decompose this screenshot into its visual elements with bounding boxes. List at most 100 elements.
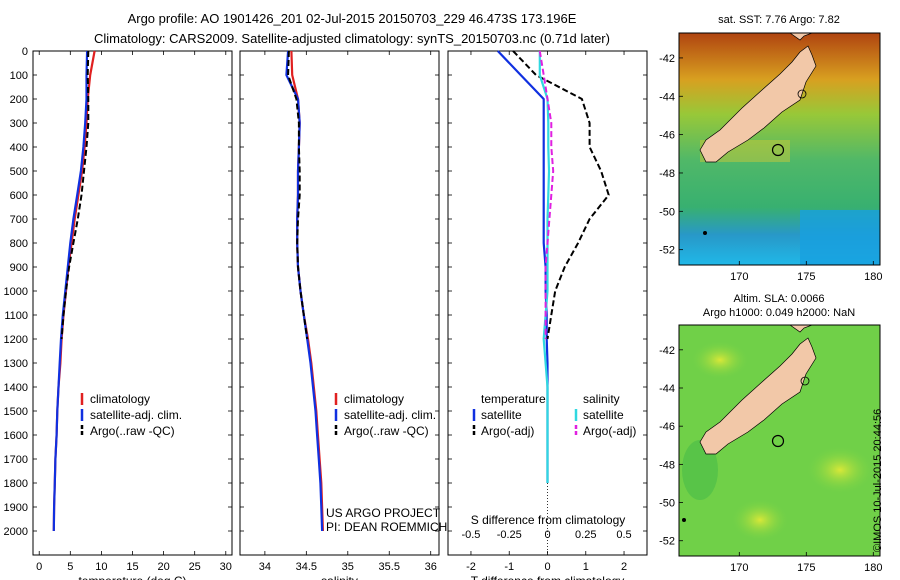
y-tick-label: 1100 [4, 310, 28, 322]
y-tick-label: 300 [10, 118, 28, 130]
y-tick-label: 1200 [4, 334, 28, 346]
map-lat-label: -48 [659, 168, 675, 180]
series-satellite-adj-clim [285, 50, 324, 532]
map-lat-label: -50 [659, 498, 675, 510]
y-tick-label: 1700 [4, 454, 28, 466]
x-tick-label: -2 [466, 561, 476, 573]
sst-cold-patch [800, 210, 880, 265]
y-tick-label: 1500 [4, 406, 28, 418]
legend-climatology-label: climatology [344, 392, 404, 406]
y-tick-label: 1000 [4, 286, 28, 298]
y-tick-label: 100 [10, 70, 28, 82]
sla-map-frame [678, 324, 881, 557]
map-lat-label: -42 [659, 345, 675, 357]
sla-high-anomaly [730, 498, 790, 542]
stewart-island-dot [703, 231, 707, 235]
map-lat-label: -46 [659, 421, 675, 433]
x-tick-label: 2 [621, 561, 627, 573]
x-tick-label: 36 [425, 561, 437, 573]
map-lon-label: 170 [730, 562, 748, 574]
argo-position-marker [771, 434, 785, 448]
series-argo-raw-qc [60, 50, 90, 340]
sst-map-axes: 170 175 180 -42 -44 -46 -48 -50 -52 [659, 53, 882, 283]
sst-map-title: sat. SST: 7.76 Argo: 7.82 [718, 14, 840, 26]
legend-sal-argo-label: Argo(-adj) [583, 424, 636, 438]
y-tick-label: 600 [10, 190, 28, 202]
sla-high-anomaly [805, 445, 875, 495]
series-temperature-argo-adj [512, 50, 610, 340]
difference-legend: temperature salinity satellite Argo(-adj… [471, 392, 637, 527]
series-satellite-adj-clim [52, 50, 89, 532]
argo-position-marker [771, 143, 785, 157]
y-tick-label: 900 [10, 262, 28, 274]
s-diff-tick-label: 0.5 [616, 529, 631, 541]
x-tick-label: 15 [126, 561, 138, 573]
chatham-contour [797, 89, 807, 99]
y-tick-label: 1400 [4, 382, 28, 394]
y-tick-label: 1800 [4, 478, 28, 490]
legend-salinity-title: salinity [583, 392, 620, 406]
legend-argo-label: Argo(..raw -QC) [344, 424, 429, 438]
sla-low-anomaly [682, 440, 718, 500]
map-lon-label: 175 [797, 271, 815, 283]
sal-x-axis-label: salinity [321, 574, 358, 580]
legend-argo-label: Argo(..raw -QC) [90, 424, 175, 438]
south-island-land [699, 337, 817, 455]
s-diff-tick-label: -0.5 [461, 529, 480, 541]
map-lat-label: -42 [659, 53, 675, 65]
legend-sal-satellite-label: satellite [583, 408, 624, 422]
north-island-land [789, 33, 813, 41]
map-lat-label: -52 [659, 245, 675, 257]
s-diff-tick-label: 0.25 [575, 529, 596, 541]
y-tick-label: 500 [10, 166, 28, 178]
map-lat-label: -52 [659, 536, 675, 548]
sla-map: Altim. SLA: 0.0066 Argo h1000: 0.049 h20… [659, 293, 882, 574]
salinity-legend: climatology satellite-adj. clim. Argo(..… [326, 392, 447, 534]
temp-axes-frame [32, 50, 233, 556]
x-tick-label: 30 [220, 561, 232, 573]
y-tick-label: 200 [10, 94, 28, 106]
legend-temp-argo-label: Argo(-adj) [481, 424, 534, 438]
s-diff-tick-label: -0.25 [497, 529, 522, 541]
stewart-island-dot [682, 518, 686, 522]
x-tick-label: 0 [544, 561, 550, 573]
legend-satellite-label: satellite-adj. clim. [344, 408, 436, 422]
series-salinity-argo-adj [538, 50, 555, 339]
x-tick-label: 35.5 [379, 561, 400, 573]
legend-temperature-title: temperature [481, 392, 546, 406]
x-tick-label: 35 [342, 561, 354, 573]
figure-title-line1: Argo profile: AO 1901426_201 02-Jul-2015… [128, 11, 577, 26]
x-tick-label: 0 [36, 561, 42, 573]
difference-top-axis-label: S difference from climatology [471, 513, 626, 527]
salinity-panel: 34 34.5 35 35.5 36 salinity [239, 50, 440, 580]
figure-title-line2: Climatology: CARS2009. Satellite-adjuste… [94, 31, 610, 46]
sst-map: sat. SST: 7.76 Argo: 7.82 170 175 180 -42 -4… [659, 14, 882, 283]
difference-panel: -2 -1 0 1 2T difference from climatology -0.5… [447, 50, 648, 580]
map-lon-label: 180 [864, 271, 882, 283]
south-island-land [699, 45, 817, 163]
map-lat-label: -50 [659, 206, 675, 218]
map-lat-label: -48 [659, 459, 675, 471]
x-tick-label: 5 [67, 561, 73, 573]
y-tick-label: 1600 [4, 430, 28, 442]
series-argo-raw-qc [287, 50, 309, 340]
sla-high-anomaly [690, 340, 750, 380]
temp-x-axis-label: temperature (deg C) [78, 574, 186, 580]
y-tick-label: 700 [10, 214, 28, 226]
y-tick-label: 800 [10, 238, 28, 250]
y-tick-label: 0 [22, 46, 28, 58]
x-tick-label: -1 [504, 561, 514, 573]
imos-credit-text: ©IMOS 10-Jul-2015 20:44:56 [872, 408, 884, 552]
diff-x-axis-label: T difference from climatology [471, 574, 625, 580]
y-tick-label: 1300 [4, 358, 28, 370]
legend-climatology-label: climatology [90, 392, 150, 406]
x-tick-label: 34.5 [296, 561, 317, 573]
y-tick-label: 1900 [4, 502, 28, 514]
x-tick-label: 10 [95, 561, 107, 573]
chatham-contour [800, 376, 810, 386]
project-annotation-line1: US ARGO PROJECT [326, 506, 441, 520]
map-lon-label: 170 [730, 271, 748, 283]
sla-map-title-line2: Argo h1000: 0.049 h2000: NaN [703, 307, 855, 319]
x-tick-label: 20 [157, 561, 169, 573]
